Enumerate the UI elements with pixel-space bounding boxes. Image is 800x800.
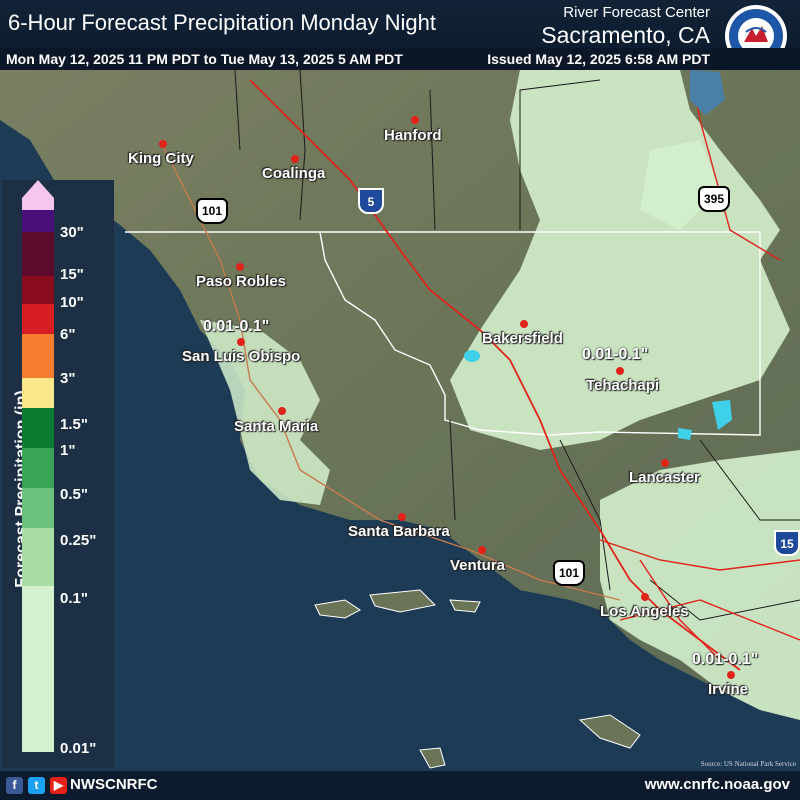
legend-label-10: 10": [60, 294, 84, 311]
legend-label-1-5: 1.5": [60, 416, 88, 433]
legend-bar-1-5: [22, 378, 54, 408]
city-marker: [159, 140, 167, 148]
legend-bar-0-25: [22, 488, 54, 528]
city-tehachapi: Tehachapi: [586, 377, 660, 394]
source-credit: Source: US National Park Service: [700, 760, 796, 768]
facebook-icon[interactable]: f: [6, 777, 23, 794]
footer-bar: f t ▶ NWSCNRFC www.cnrfc.noaa.gov: [0, 771, 800, 800]
city-marker: [520, 320, 528, 328]
valid-period: Mon May 12, 2025 11 PM PDT to Tue May 13…: [6, 51, 403, 67]
city-san-luis-obispo: San Luis Obispo: [182, 348, 301, 365]
precipitation-legend: Forecast Precipitation (in) 30" 15" 10" …: [2, 180, 114, 768]
legend-label-3: 3": [60, 370, 76, 387]
city-marker: [411, 116, 419, 124]
youtube-icon[interactable]: ▶: [50, 777, 67, 794]
legend-top-arrow-icon: [22, 180, 54, 210]
city-marker: [616, 367, 624, 375]
us-395-shield: 395: [698, 186, 730, 212]
legend-bar-6: [22, 304, 54, 334]
legend-bar-1: [22, 408, 54, 448]
legend-label-6: 6": [60, 326, 76, 343]
city-coalinga: Coalinga: [262, 165, 326, 182]
map-title: 6-Hour Forecast Precipitation Monday Nig…: [8, 10, 436, 35]
city-marker: [237, 338, 245, 346]
legend-label-0-01: 0.01": [60, 740, 97, 757]
la-freeways: [599, 539, 800, 661]
lake-el-mirage: [712, 400, 732, 430]
county-lines: [125, 231, 761, 436]
interstate-15-label: 15: [780, 537, 794, 551]
legend-bar-0-01: [22, 586, 54, 752]
city-marker: [641, 593, 649, 601]
legend-bar-10: [22, 276, 54, 304]
legend-label-30: 30": [60, 224, 84, 241]
legend-bar-15: [22, 232, 54, 276]
twitter-icon[interactable]: t: [28, 777, 45, 794]
rfc-label: River Forecast Center: [563, 4, 710, 21]
county-lines-secondary: [234, 69, 800, 621]
city-marker: [236, 263, 244, 271]
office-name: Sacramento, CA: [541, 22, 710, 48]
us-101-north-label: 101: [201, 204, 223, 218]
legend-label-15: 15": [60, 266, 84, 283]
city-santa-maria: Santa Maria: [234, 418, 319, 435]
city-marker: [661, 459, 669, 467]
interstate-15-shield: 15: [774, 530, 800, 556]
city-paso-robles: Paso Robles: [196, 273, 287, 290]
legend-bar-0-5: [22, 448, 54, 488]
amount-label-irvine: 0.01-0.1": [692, 651, 759, 668]
city-marker: [398, 513, 406, 521]
city-marker: [278, 407, 286, 415]
website-link[interactable]: www.cnrfc.noaa.gov: [644, 776, 790, 793]
city-ventura: Ventura: [450, 557, 506, 574]
us-101-south-label: 101: [558, 566, 580, 580]
interstate-5-shield: 5: [358, 188, 384, 214]
legend-label-1: 1": [60, 442, 76, 459]
precip-area-socal: [600, 450, 800, 720]
city-santa-barbara: Santa Barbara: [348, 523, 450, 540]
city-lancaster: Lancaster: [629, 469, 700, 486]
issued-time: Issued May 12, 2025 6:58 AM PDT: [487, 51, 710, 67]
highway-101: [159, 139, 621, 601]
city-marker: [727, 671, 735, 679]
southern-islands: [419, 714, 641, 769]
city-king-city: King City: [128, 150, 194, 167]
legend-label-0-25: 0.25": [60, 532, 97, 549]
legend-bar-3: [22, 334, 54, 378]
us-101-shield-south: 101: [553, 560, 585, 586]
legend-label-0-5: 0.5": [60, 486, 88, 503]
city-hanford: Hanford: [384, 127, 442, 144]
us-101-shield-north: 101: [196, 198, 228, 224]
amount-label-slo: 0.01-0.1": [203, 318, 270, 335]
valid-period-bar: Mon May 12, 2025 11 PM PDT to Tue May 13…: [0, 48, 800, 70]
city-bakersfield: Bakersfield: [482, 330, 563, 347]
channel-islands: [314, 589, 481, 619]
lake-mono: [690, 70, 725, 115]
city-marker: [478, 546, 486, 554]
amount-label-tehachapi: 0.01-0.1": [582, 346, 649, 363]
city-irvine: Irvine: [708, 681, 749, 698]
legend-bar-30: [22, 210, 54, 232]
city-marker: [291, 155, 299, 163]
legend-bar-0-1: [22, 528, 54, 586]
us-395-label: 395: [703, 192, 725, 206]
lake-buena-vista: [464, 350, 480, 362]
legend-label-0-1: 0.1": [60, 590, 88, 607]
lake-dry: [678, 428, 692, 440]
city-los-angeles: Los Angeles: [600, 603, 689, 620]
precip-area-coast: [200, 320, 330, 505]
social-handle[interactable]: NWSCNRFC: [70, 776, 158, 793]
interstate-5-label: 5: [367, 195, 375, 209]
